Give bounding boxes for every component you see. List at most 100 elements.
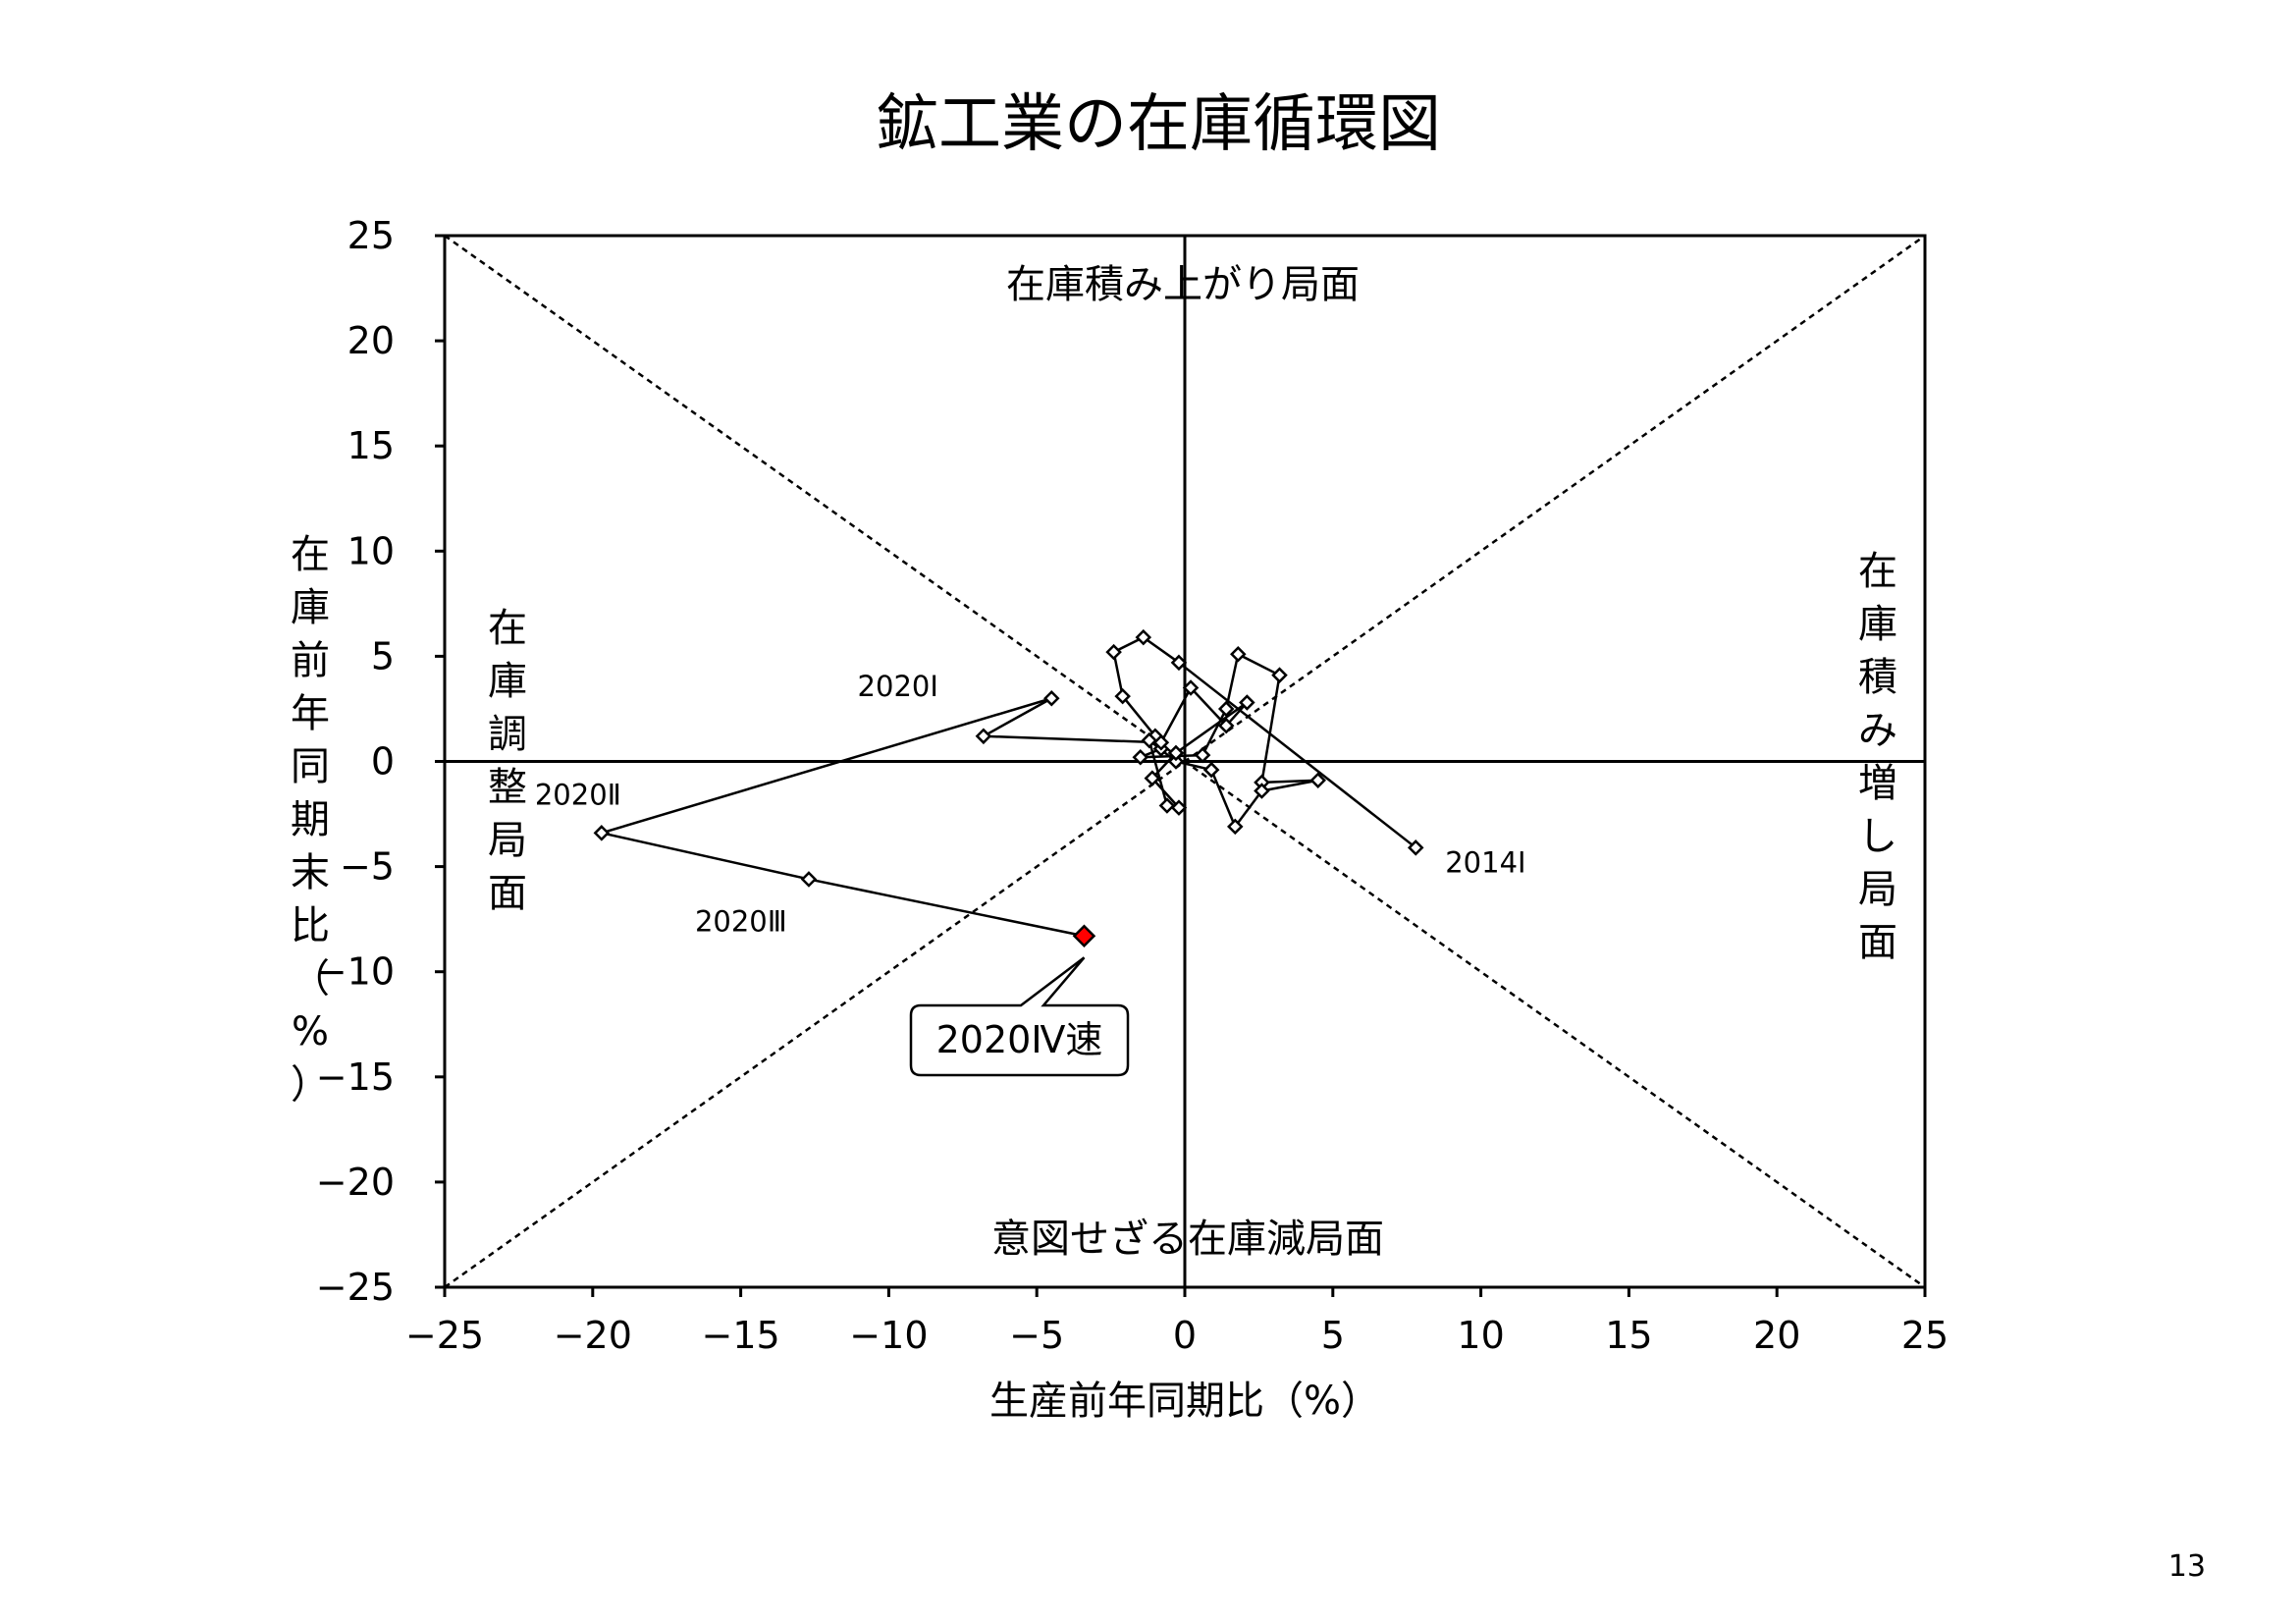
x-axis-label: 生産前年同期比（%）	[989, 1379, 1380, 1424]
x-tick-label: 10	[1457, 1314, 1504, 1357]
series-segment	[1150, 752, 1177, 780]
series-segment	[1150, 777, 1180, 809]
series-segment	[1261, 779, 1318, 785]
data-point	[1194, 746, 1211, 764]
data-point	[1170, 799, 1188, 816]
data-point	[1239, 694, 1255, 711]
data-point	[1202, 761, 1220, 779]
point-annotation: 2020Ⅲ	[695, 904, 787, 938]
x-tick-label: −10	[849, 1314, 928, 1357]
series-markers	[593, 628, 1424, 948]
chart-title: 鉱工業の在庫循環図	[876, 88, 1441, 161]
y-axis-label-char: ）	[291, 1062, 330, 1108]
y-tick-label: −10	[316, 950, 395, 994]
series-segment	[1225, 653, 1240, 710]
x-tick-label: −5	[1009, 1314, 1064, 1357]
data-point	[1254, 783, 1270, 799]
series-segment	[1261, 779, 1318, 792]
x-tick-label: 20	[1753, 1314, 1800, 1357]
y-tick-label: 10	[347, 529, 395, 572]
x-tick-label: 25	[1901, 1314, 1949, 1357]
series-segment	[1209, 769, 1237, 828]
x-tick-labels: −25 −20 −15 −10 −5 0 5 10 15 20 25	[405, 1314, 1949, 1357]
y-tick-label: 15	[347, 424, 395, 467]
series-segment	[1159, 686, 1193, 743]
phase-label-right-char: し	[1858, 814, 1897, 859]
y-axis-label-char: 年	[291, 691, 330, 736]
y-axis-label-char: 末	[291, 850, 330, 895]
series-segment	[1112, 651, 1124, 697]
y-tick-label: 0	[371, 740, 395, 784]
phase-label-right-char: 庫	[1858, 602, 1897, 647]
y-tick-label: 5	[371, 634, 395, 677]
y-axis-label-char: 期	[291, 797, 330, 842]
data-point	[1170, 654, 1188, 672]
x-tick-label: 15	[1605, 1314, 1652, 1357]
data-point	[1217, 700, 1235, 718]
series-segment	[983, 734, 1161, 744]
data-point	[1152, 733, 1170, 751]
data-point	[975, 728, 992, 745]
series-segment	[601, 697, 1052, 835]
x-tick-label: −20	[554, 1314, 632, 1357]
data-point	[1105, 643, 1122, 661]
data-point	[1407, 839, 1424, 856]
x-tick-label: 0	[1173, 1314, 1197, 1357]
phase-label-right-char: 増	[1858, 761, 1897, 806]
data-point	[1167, 753, 1185, 770]
phase-label-right-char: 在	[1858, 549, 1897, 594]
point-annotation: 2014Ⅰ	[1445, 845, 1525, 879]
data-point	[1158, 797, 1176, 814]
data-point	[593, 825, 611, 841]
data-point	[1217, 717, 1235, 734]
page-number: 13	[2168, 1549, 2206, 1584]
series-segment	[808, 878, 1085, 938]
y-axis-label-char: 在	[291, 532, 330, 577]
y-tick-label: −15	[316, 1056, 395, 1099]
y-axis-label-char: 同	[291, 744, 330, 789]
phase-label-left-char: 面	[488, 871, 527, 916]
phase-label-left-char: 調	[488, 712, 527, 757]
point-annotation: 2020Ⅱ	[535, 778, 621, 811]
phase-label-right-char: 積	[1858, 655, 1897, 700]
data-point	[1135, 628, 1152, 646]
phase-label-left-char: 整	[488, 765, 527, 810]
data-point	[1271, 667, 1288, 683]
data-point	[800, 871, 818, 888]
data-point	[1309, 772, 1326, 789]
series-segment	[983, 697, 1052, 737]
data-point	[1114, 687, 1131, 705]
series-segment	[1175, 701, 1249, 754]
y-tick-label: 25	[347, 214, 395, 257]
y-tick-label: −20	[316, 1161, 395, 1204]
tick-marks	[435, 234, 1927, 1297]
data-point	[1144, 770, 1161, 786]
series-segment	[1121, 695, 1156, 737]
callout-2020-iv: 2020Ⅳ速	[909, 956, 1130, 1077]
y-tick-label: −5	[340, 845, 395, 889]
y-tick-labels: 25 20 15 10 5 0 −5 −10 −15 −20 −25	[316, 214, 395, 1309]
phase-label-bottom: 意図せざる在庫減局面	[991, 1217, 1384, 1262]
series-segment	[1260, 675, 1281, 784]
x-tick-label: 5	[1321, 1314, 1345, 1357]
y-axis-label-char: （	[291, 956, 330, 1001]
series-segment	[1237, 653, 1281, 677]
series-path	[601, 636, 1417, 938]
phase-label-right-char: 面	[1858, 920, 1897, 965]
data-point	[1230, 645, 1247, 663]
x-tick-label: −25	[405, 1314, 484, 1357]
phase-label-left-char: 局	[488, 818, 527, 863]
callout-text: 2020Ⅳ速	[936, 1018, 1103, 1061]
data-point	[1182, 679, 1200, 696]
point-annotations: 2014Ⅰ 2020Ⅰ 2020Ⅱ 2020Ⅲ	[535, 670, 1526, 939]
y-axis-label-char: 庫	[291, 585, 330, 630]
series-segment	[1201, 708, 1228, 756]
series-segment	[1234, 789, 1263, 828]
data-point	[1141, 731, 1158, 749]
series-segment	[1190, 686, 1228, 727]
y-axis-label-char: 比	[291, 903, 330, 948]
